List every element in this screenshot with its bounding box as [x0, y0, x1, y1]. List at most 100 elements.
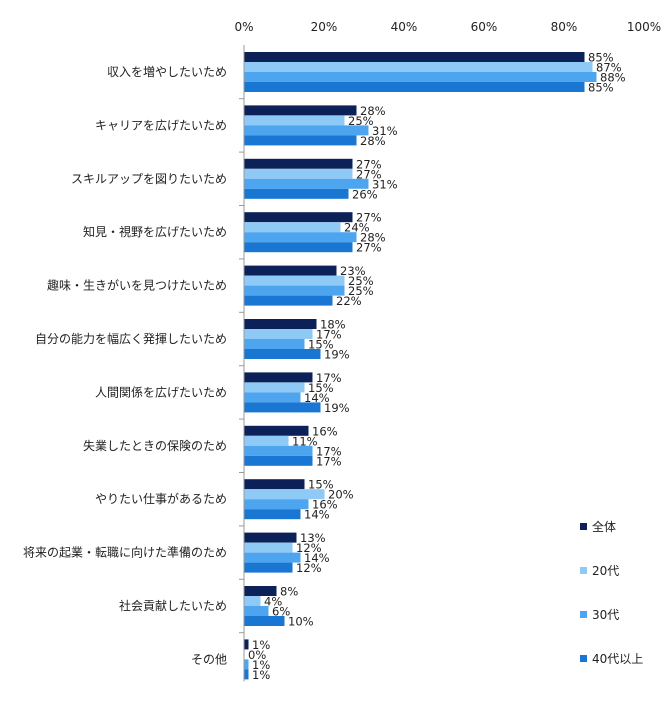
data-label: 17%: [316, 328, 342, 342]
category-label: 知見・視野を広げたいため: [83, 224, 227, 239]
data-label: 31%: [372, 124, 398, 138]
category-label: 趣味・生きがいを見つけたいため: [47, 278, 227, 293]
bar: [244, 669, 249, 680]
data-label: 85%: [588, 81, 614, 95]
category-label: 失業したときの保険のため: [83, 438, 227, 453]
bar: [244, 596, 261, 606]
x-tick-label: 80%: [551, 20, 578, 34]
bar: [244, 606, 269, 616]
category-label: 収入を増やしたいため: [107, 65, 227, 79]
data-label: 28%: [360, 231, 386, 245]
category-label: 将来の起業・転職に向けた準備のため: [23, 545, 227, 560]
legend-swatch: [580, 655, 587, 662]
data-label: 25%: [348, 274, 374, 288]
bar: [244, 105, 357, 116]
data-label: 15%: [308, 338, 334, 352]
bar: [244, 562, 293, 573]
data-label: 18%: [320, 318, 346, 332]
data-label: 17%: [316, 454, 342, 468]
data-label: 4%: [264, 595, 282, 609]
data-label: 27%: [356, 157, 382, 171]
data-label: 14%: [304, 508, 330, 522]
legend-label: 40代以上: [592, 652, 643, 666]
bar: [244, 616, 285, 626]
bar: [244, 212, 353, 223]
bar: [244, 115, 345, 126]
x-tick-label: 100%: [627, 20, 661, 34]
data-label: 87%: [596, 61, 622, 75]
data-label: 24%: [344, 221, 370, 235]
data-label: 8%: [280, 585, 298, 599]
data-label: 16%: [312, 498, 338, 512]
bar: [244, 392, 301, 403]
data-label: 1%: [252, 638, 270, 652]
bar: [244, 402, 321, 413]
bar: [244, 232, 357, 243]
category-label: 社会貢献したいため: [119, 598, 227, 613]
bar: [244, 222, 341, 233]
bar: [244, 552, 301, 563]
bar: [244, 455, 313, 466]
data-label: 11%: [292, 434, 318, 448]
legend-label: 全体: [592, 519, 616, 534]
data-label: 15%: [308, 381, 334, 395]
data-label: 22%: [336, 294, 362, 308]
x-tick-label: 20%: [311, 20, 338, 34]
data-label: 23%: [340, 264, 366, 278]
data-label: 28%: [360, 104, 386, 118]
bar: [244, 435, 289, 446]
bar: [244, 659, 249, 670]
bar: [244, 178, 369, 189]
data-label: 13%: [300, 531, 326, 545]
category-label: その他: [191, 652, 227, 666]
bar: [244, 242, 353, 253]
data-label: 27%: [356, 211, 382, 225]
category-label: 人間関係を広げたいため: [95, 385, 227, 399]
data-label: 85%: [588, 51, 614, 65]
bar: [244, 52, 585, 62]
data-label: 12%: [296, 541, 322, 555]
bar: [244, 285, 345, 296]
bar: [244, 349, 321, 359]
data-label: 28%: [360, 134, 386, 148]
legend-swatch: [580, 567, 587, 574]
data-label: 12%: [296, 561, 322, 575]
data-label: 17%: [316, 371, 342, 385]
category-label: スキルアップを図りたいため: [71, 172, 227, 186]
bars-layer: [244, 52, 597, 680]
data-label: 31%: [372, 177, 398, 191]
bar: [244, 542, 293, 553]
bar: [244, 509, 301, 520]
bar: [244, 382, 305, 393]
bar: [244, 319, 317, 329]
data-label: 25%: [348, 284, 374, 298]
data-label: 16%: [312, 424, 338, 438]
data-label: 27%: [356, 167, 382, 181]
legend: 全体 20代 30代 40代以上: [580, 519, 643, 666]
bar: [244, 499, 309, 510]
x-tick-label: 60%: [471, 20, 498, 34]
data-label: 10%: [288, 615, 314, 629]
legend-swatch: [580, 523, 587, 530]
legend-label: 20代: [592, 564, 619, 578]
bar: [244, 72, 597, 82]
legend-label: 30代: [592, 608, 619, 622]
data-label: 1%: [252, 658, 270, 672]
data-label: 19%: [324, 401, 350, 415]
bar: [244, 158, 353, 169]
data-label: 14%: [304, 551, 330, 565]
bar: [244, 639, 249, 650]
legend-swatch: [580, 611, 587, 618]
x-tick-label: 0%: [234, 20, 253, 34]
category-label: やりたい仕事があるため: [95, 491, 227, 506]
bar: [244, 425, 309, 436]
bar: [244, 586, 277, 596]
data-label: 25%: [348, 114, 374, 128]
data-label: 27%: [356, 241, 382, 255]
axis-layer: 0% 20% 40% 60% 80% 100% 収入を増やしたいためキャリアを広げたいためス…: [23, 20, 661, 682]
category-label: キャリアを広げたいため: [95, 118, 227, 132]
data-label: 15%: [308, 478, 334, 492]
bar: [244, 479, 305, 490]
bar: [244, 489, 325, 500]
